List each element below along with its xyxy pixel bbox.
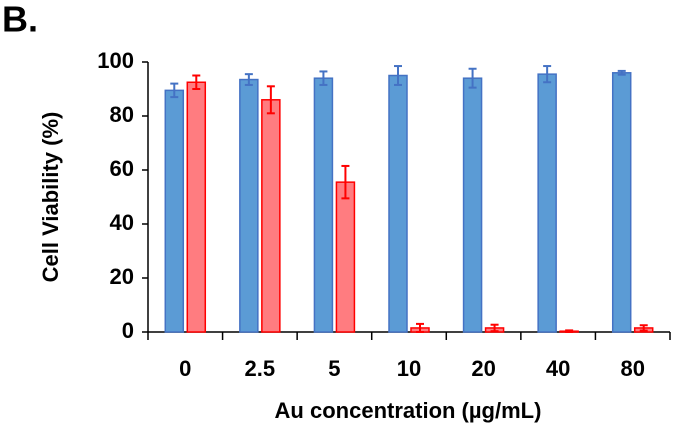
bar [537,73,557,333]
x-tick-label: 2.5 [245,356,276,381]
error-bar [244,73,253,86]
bar [313,77,334,333]
x-tick-label: 20 [471,356,495,381]
bar [388,74,408,333]
bar [186,81,207,333]
y-tick-label: 60 [110,156,134,181]
y-tick-label: 40 [110,210,134,235]
bar [462,77,483,333]
error-bar [341,164,350,200]
error-bar [319,70,328,86]
error-bar [617,69,626,76]
x-tick-label: 80 [620,356,644,381]
x-axis-label: Au concentration (µg/mL) [275,398,542,423]
y-tick-label: 100 [97,48,134,73]
bar [261,99,281,333]
bar [335,181,356,333]
bar [239,78,259,333]
panel-label: B. [2,0,38,40]
error-bar [416,322,424,333]
x-tick-label: 0 [179,356,191,381]
bar [164,89,185,333]
error-bar [266,85,275,115]
error-bar [490,323,499,333]
error-bar [543,65,552,84]
error-bar [170,82,179,99]
x-tick-label: 5 [328,356,340,381]
y-axis-label: Cell Viability (%) [38,112,63,283]
y-tick-label: 20 [110,264,134,289]
y-tick-label: 80 [110,102,134,127]
error-bar [192,74,201,90]
bar [611,72,632,333]
error-bar [468,67,477,89]
x-tick-label: 10 [397,356,421,381]
error-bar [565,329,574,333]
x-tick-label: 40 [546,356,570,381]
y-tick-label: 0 [122,318,134,343]
error-bar [639,324,648,332]
error-bar [394,65,402,86]
